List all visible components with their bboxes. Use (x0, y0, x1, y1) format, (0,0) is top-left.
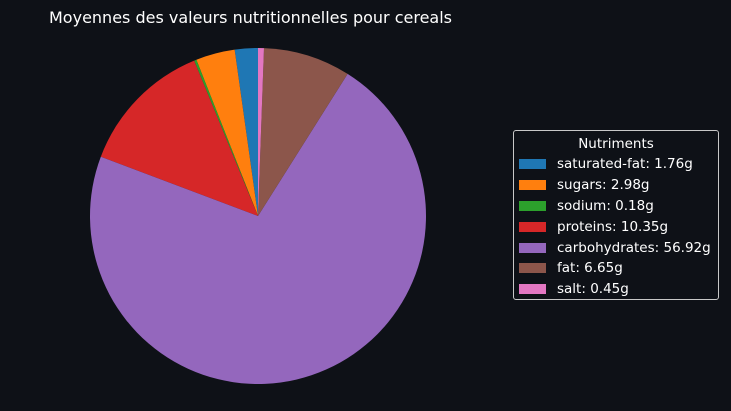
legend-label-sodium: sodium: 0.18g (557, 197, 654, 214)
legend-swatch-saturated-fat (519, 159, 546, 170)
legend-item-proteins: proteins: 10.35g (514, 216, 718, 237)
legend-label-carbohydrates: carbohydrates: 56.92g (557, 239, 711, 256)
legend-swatch-salt (519, 284, 546, 295)
legend-label-sugars: sugars: 2.98g (557, 177, 650, 194)
legend-label-fat: fat: 6.65g (557, 260, 623, 277)
pie-slice-sodium (194, 59, 258, 216)
legend-item-sodium: sodium: 0.18g (514, 196, 718, 217)
legend-item-sugars: sugars: 2.98g (514, 175, 718, 196)
pie-slice-fat (258, 48, 348, 216)
legend-item-carbohydrates: carbohydrates: 56.92g (514, 237, 718, 258)
legend-swatch-proteins (519, 221, 546, 232)
legend-swatch-sodium (519, 200, 546, 211)
legend-swatch-fat (519, 263, 546, 274)
legend-item-fat: fat: 6.65g (514, 258, 718, 279)
legend-label-proteins: proteins: 10.35g (557, 218, 669, 235)
pie-slice-proteins (100, 60, 258, 216)
pie-slice-salt (258, 48, 264, 216)
legend-title: Nutriments (578, 136, 654, 152)
legend-label-saturated-fat: saturated-fat: 1.76g (557, 156, 693, 173)
legend-label-salt: salt: 0.45g (557, 281, 629, 298)
legend-swatch-carbohydrates (519, 242, 546, 253)
pie-slice-saturated-fat (234, 48, 258, 216)
legend-item-salt: salt: 0.45g (514, 279, 718, 300)
pie-slice-sugars (196, 49, 258, 217)
legend: Nutriments saturated-fat: 1.76g sugars: … (513, 130, 719, 300)
chart-title: Moyennes des valeurs nutritionnelles pou… (49, 8, 452, 27)
pie-slice-carbohydrates (89, 73, 426, 385)
legend-item-saturated-fat: saturated-fat: 1.76g (514, 154, 718, 175)
legend-swatch-sugars (519, 180, 546, 191)
